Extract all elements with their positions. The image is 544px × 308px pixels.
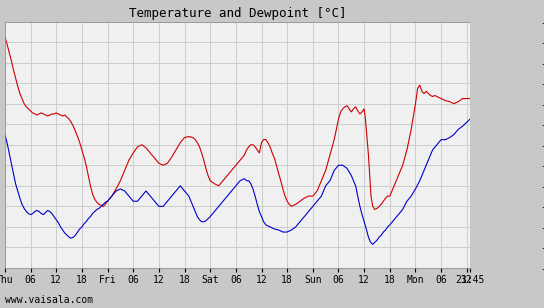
- Title: Temperature and Dewpoint [°C]: Temperature and Dewpoint [°C]: [129, 7, 346, 20]
- Text: www.vaisala.com: www.vaisala.com: [5, 295, 94, 305]
